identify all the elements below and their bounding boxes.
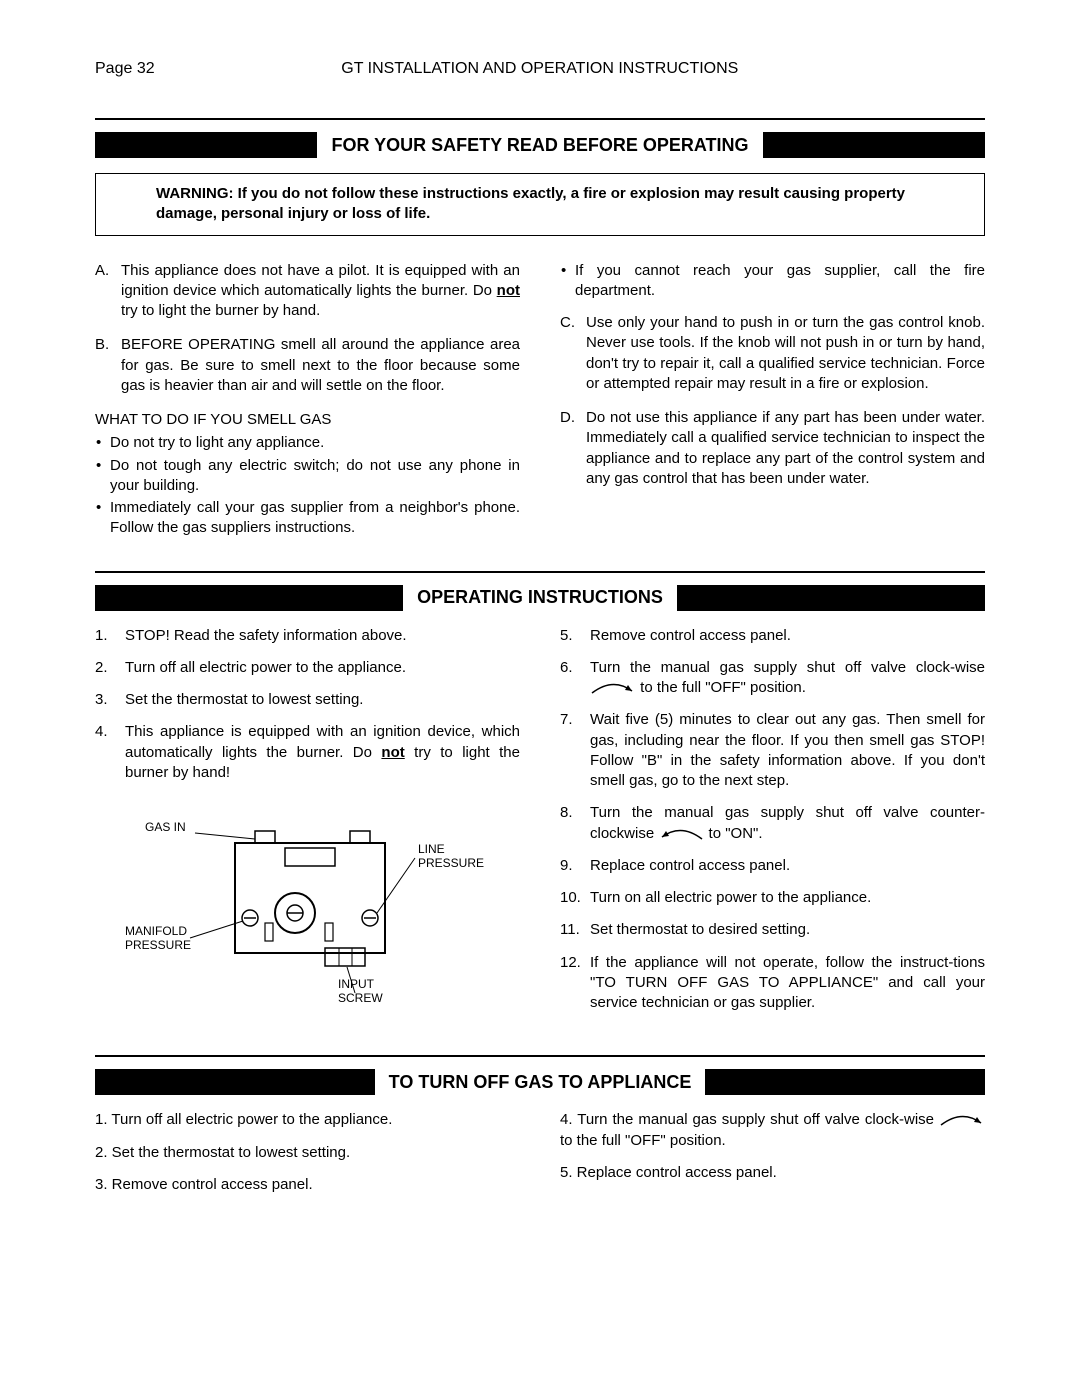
turnoff-s4-post: to the full "OFF" position. (560, 1132, 726, 1149)
marker-d: D. (560, 408, 586, 489)
clockwise-arrow-icon (939, 1111, 985, 1128)
step-9: 9. Replace control access panel. (560, 856, 985, 876)
section-title: FOR YOUR SAFETY READ BEFORE OPERATING (317, 135, 762, 156)
step-11-text: Set thermostat to desired setting. (590, 920, 985, 940)
step-10-text: Turn on all electric power to the applia… (590, 888, 985, 908)
turnoff-s4: 4. Turn the manual gas supply shut off v… (560, 1110, 985, 1151)
page-number: Page 32 (95, 60, 155, 78)
safety-columns: A. This appliance does not have a pilot.… (95, 261, 985, 541)
item-b-text: BEFORE OPERATING smell all around the ap… (121, 335, 520, 396)
section-title-bar: FOR YOUR SAFETY READ BEFORE OPERATING (95, 132, 985, 158)
page-header: Page 32 GT INSTALLATION AND OPERATION IN… (95, 60, 985, 78)
step-8-pre: Turn the manual gas supply shut off valv… (590, 804, 985, 841)
marker-c: C. (560, 313, 586, 394)
turnoff-s2: 2. Set the thermostat to lowest setting. (95, 1143, 520, 1163)
step-8: 8. Turn the manual gas supply shut off v… (560, 803, 985, 844)
counterclockwise-arrow-icon (658, 825, 704, 842)
turnoff-s4-pre: 4. Turn the manual gas supply shut off v… (560, 1111, 939, 1128)
smell-b4: If you cannot reach your gas supplier, c… (575, 261, 985, 302)
step-4-not: not (381, 744, 404, 761)
step-2: 2. Turn off all electric power to the ap… (95, 658, 520, 678)
step-8-post: to "ON". (709, 825, 763, 842)
turnoff-columns: 1. Turn off all electric power to the ap… (95, 1110, 985, 1207)
label-manifold: MANIFOLD (125, 924, 187, 938)
turnoff-col-left: 1. Turn off all electric power to the ap… (95, 1110, 520, 1207)
step-6-pre: Turn the manual gas supply shut off valv… (590, 659, 985, 676)
step-6-post: to the full "OFF" position. (640, 679, 806, 696)
step-12: 12. If the appliance will not operate, f… (560, 953, 985, 1014)
step-10: 10. Turn on all electric power to the ap… (560, 888, 985, 908)
bar-left (95, 132, 317, 158)
step-7: 7. Wait five (5) minutes to clear out an… (560, 710, 985, 791)
bar-right (763, 132, 985, 158)
step-1-text: STOP! Read the safety information above. (125, 626, 520, 646)
item-d: D. Do not use this appliance if any part… (560, 408, 985, 489)
step-5-text: Remove control access panel. (590, 626, 985, 646)
safety-col-right: • If you cannot reach your gas supplier,… (560, 261, 985, 541)
item-d-text: Do not use this appliance if any part ha… (586, 408, 985, 489)
warning-text: WARNING: If you do not follow these inst… (156, 185, 905, 222)
section-title: OPERATING INSTRUCTIONS (403, 587, 677, 608)
step-12-text: If the appliance will not operate, follo… (590, 953, 985, 1014)
step-2-text: Turn off all electric power to the appli… (125, 658, 520, 678)
bar-left (95, 1069, 375, 1095)
bar-right (705, 1069, 985, 1095)
step-11: 11. Set thermostat to desired setting. (560, 920, 985, 940)
op-col-left: 1. STOP! Read the safety information abo… (95, 626, 520, 1026)
item-c: C. Use only your hand to push in or turn… (560, 313, 985, 394)
step-9-text: Replace control access panel. (590, 856, 985, 876)
turnoff-s5: 5. Replace control access panel. (560, 1163, 985, 1183)
turnoff-s3: 3. Remove control access panel. (95, 1175, 520, 1195)
label-pressure-2: PRESSURE (125, 938, 191, 952)
divider (95, 571, 985, 573)
item-a: A. This appliance does not have a pilot.… (95, 261, 520, 322)
step-3: 3. Set the thermostat to lowest setting. (95, 690, 520, 710)
clockwise-arrow-icon (590, 679, 636, 696)
step-4: 4. This appliance is equipped with an ig… (95, 722, 520, 783)
safety-col-left: A. This appliance does not have a pilot.… (95, 261, 520, 541)
smell-b2: Do not tough any electric switch; do not… (110, 456, 520, 497)
step-7-text: Wait five (5) minutes to clear out any g… (590, 710, 985, 791)
smell-b3: Immediately call your gas supplier from … (110, 498, 520, 539)
section-title-bar: TO TURN OFF GAS TO APPLIANCE (95, 1069, 985, 1095)
item-c-text: Use only your hand to push in or turn th… (586, 313, 985, 394)
bar-left (95, 585, 403, 611)
step-1: 1. STOP! Read the safety information abo… (95, 626, 520, 646)
smell-b1: Do not try to light any appliance. (110, 433, 520, 453)
step-5: 5. Remove control access panel. (560, 626, 985, 646)
step-6: 6. Turn the manual gas supply shut off v… (560, 658, 985, 699)
item-a-not: not (497, 282, 520, 299)
label-pressure-1: PRESSURE (418, 856, 484, 870)
marker-a: A. (95, 261, 121, 322)
smell-bullet: • Do not tough any electric switch; do n… (95, 456, 520, 497)
marker-b: B. (95, 335, 121, 396)
item-a-pre: This appliance does not have a pilot. It… (121, 262, 520, 299)
doc-title: GT INSTALLATION AND OPERATION INSTRUCTIO… (341, 60, 738, 78)
label-screw: SCREW (338, 991, 383, 1003)
label-line: LINE (418, 842, 445, 856)
divider (95, 118, 985, 120)
section-title-bar: OPERATING INSTRUCTIONS (95, 585, 985, 611)
divider (95, 1055, 985, 1057)
smell-bullet: • Immediately call your gas supplier fro… (95, 498, 520, 539)
turnoff-s1: 1. Turn off all electric power to the ap… (95, 1110, 520, 1130)
smell-gas-heading: WHAT TO DO IF YOU SMELL GAS (95, 410, 520, 430)
step-3-text: Set the thermostat to lowest setting. (125, 690, 520, 710)
section-title: TO TURN OFF GAS TO APPLIANCE (375, 1072, 706, 1093)
bar-right (677, 585, 985, 611)
label-input: INPUT (338, 977, 375, 991)
turnoff-col-right: 4. Turn the manual gas supply shut off v… (560, 1110, 985, 1207)
item-a-post: try to light the burner by hand. (121, 302, 320, 319)
warning-box: WARNING: If you do not follow these inst… (95, 173, 985, 236)
item-b: B. BEFORE OPERATING smell all around the… (95, 335, 520, 396)
operating-columns: 1. STOP! Read the safety information abo… (95, 626, 985, 1026)
valve-diagram: GAS IN LINE PRESSURE MANIFOLD PRESSURE I… (125, 803, 520, 1009)
op-col-right: 5. Remove control access panel. 6. Turn … (560, 626, 985, 1026)
label-gas-in: GAS IN (145, 820, 186, 834)
smell-bullet: • If you cannot reach your gas supplier,… (560, 261, 985, 302)
smell-bullet: • Do not try to light any appliance. (95, 433, 520, 453)
